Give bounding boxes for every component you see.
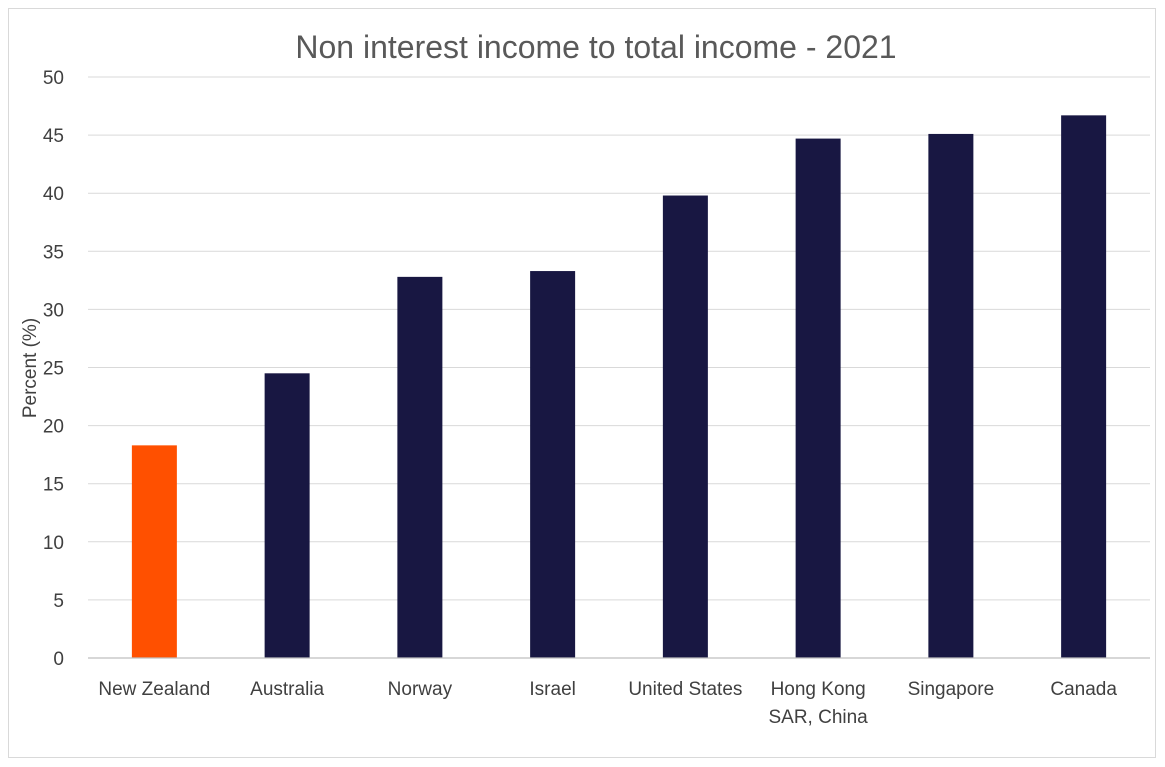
y-tick-label: 5 [53,591,64,612]
bar [264,373,310,658]
x-category-label: Canada [1050,679,1117,700]
y-tick-label: 40 [43,184,64,205]
y-tick-label: 50 [43,68,64,89]
bar [1061,115,1107,658]
y-tick-label: 25 [43,359,64,380]
x-category-label: Norway [388,679,453,700]
x-category-label: New Zealand [98,679,210,700]
y-tick-label: 30 [43,300,64,321]
bar [795,138,841,658]
x-category-label: SAR, China [768,707,868,728]
x-category-label: Singapore [908,679,995,700]
bar [662,195,708,659]
bar [131,445,177,658]
y-tick-label: 15 [43,475,64,496]
bar [397,276,443,658]
y-axis-label: Percent (%) [20,318,41,418]
bar [928,133,974,659]
bar [530,271,576,658]
gridlines [88,76,1150,601]
x-category-label: Hong Kong [771,679,866,700]
chart-title: Non interest income to total income - 20… [295,29,896,65]
bars [131,115,1107,659]
y-tick-label: 20 [43,417,64,438]
x-category-label: Israel [529,679,575,700]
y-tick-label: 0 [53,649,64,670]
x-axis-categories: New Zealand Australia Norway Israel United S… [98,679,1117,728]
x-category-label: United States [628,679,742,700]
y-axis-ticks: 0 5 10 15 20 25 30 35 40 45 50 [43,68,64,670]
y-tick-label: 45 [43,126,64,147]
x-category-label: Australia [250,679,324,700]
y-tick-label: 10 [43,533,64,554]
y-tick-label: 35 [43,242,64,263]
